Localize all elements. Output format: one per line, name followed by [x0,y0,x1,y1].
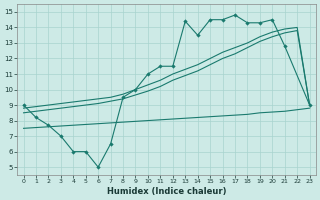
X-axis label: Humidex (Indice chaleur): Humidex (Indice chaleur) [107,187,226,196]
